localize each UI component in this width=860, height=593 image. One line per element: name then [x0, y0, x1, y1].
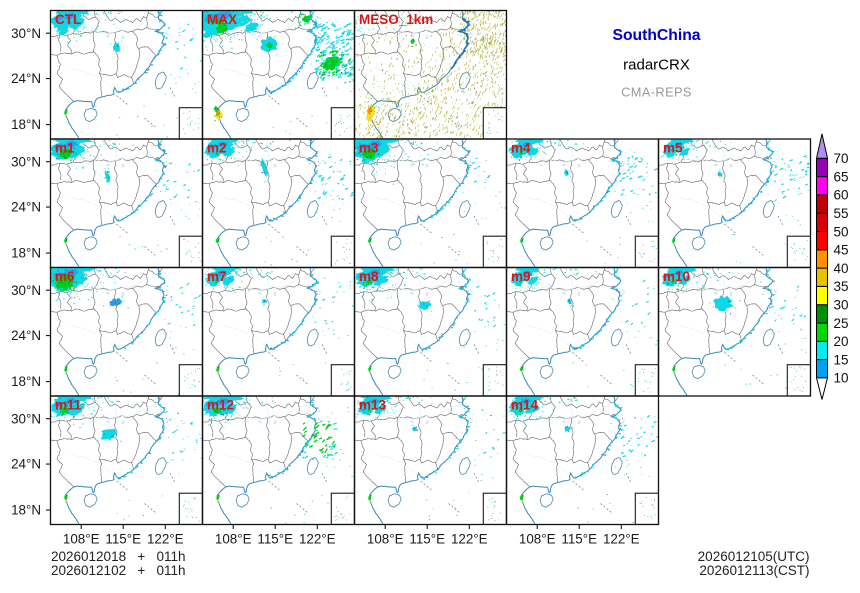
svg-text:115°E: 115°E [561, 532, 597, 547]
svg-text:20: 20 [834, 334, 849, 349]
svg-text:122°E: 122°E [451, 532, 488, 547]
svg-text:18°N: 18°N [11, 503, 41, 518]
svg-text:2026012102 + 011h: 2026012102 + 011h [51, 563, 186, 578]
svg-text:MESO_1km: MESO_1km [359, 12, 433, 27]
svg-text:115°E: 115°E [257, 532, 293, 547]
svg-text:SouthChina: SouthChina [612, 27, 700, 44]
svg-text:24°N: 24°N [11, 71, 41, 86]
svg-text:m6: m6 [55, 269, 75, 284]
svg-text:15: 15 [834, 352, 849, 367]
svg-text:m7: m7 [207, 269, 227, 284]
svg-text:108°E: 108°E [215, 532, 252, 547]
svg-text:122°E: 122°E [299, 532, 336, 547]
svg-text:45: 45 [834, 243, 849, 258]
svg-text:CMA-REPS: CMA-REPS [621, 85, 692, 100]
svg-text:m8: m8 [359, 269, 379, 284]
svg-text:24°N: 24°N [11, 200, 41, 215]
svg-text:108°E: 108°E [367, 532, 404, 547]
svg-text:m2: m2 [207, 141, 227, 156]
svg-text:m1: m1 [55, 141, 75, 156]
svg-text:60: 60 [834, 188, 849, 203]
svg-text:m13: m13 [359, 398, 387, 413]
svg-text:10: 10 [834, 371, 849, 386]
svg-text:2026012018 + 011h: 2026012018 + 011h [51, 549, 186, 564]
svg-text:35: 35 [834, 279, 849, 294]
svg-text:115°E: 115°E [409, 532, 445, 547]
svg-text:24°N: 24°N [11, 328, 41, 343]
svg-text:50: 50 [834, 224, 849, 239]
svg-text:18°N: 18°N [11, 117, 41, 132]
svg-text:65: 65 [834, 169, 849, 184]
svg-text:m3: m3 [359, 141, 379, 156]
svg-text:radarCRX: radarCRX [623, 57, 690, 74]
svg-text:108°E: 108°E [519, 532, 556, 547]
svg-text:18°N: 18°N [11, 374, 41, 389]
svg-text:m5: m5 [663, 141, 683, 156]
svg-text:18°N: 18°N [11, 246, 41, 261]
svg-text:122°E: 122°E [603, 532, 640, 547]
svg-text:115°E: 115°E [105, 532, 141, 547]
svg-text:30°N: 30°N [11, 411, 41, 426]
svg-text:30°N: 30°N [11, 154, 41, 169]
svg-text:2026012113(CST): 2026012113(CST) [699, 563, 809, 578]
svg-text:m4: m4 [511, 141, 531, 156]
svg-text:m10: m10 [663, 269, 690, 284]
svg-text:30: 30 [834, 298, 849, 313]
svg-text:70: 70 [834, 151, 849, 166]
svg-text:24°N: 24°N [11, 457, 41, 472]
svg-text:30°N: 30°N [11, 283, 41, 298]
svg-text:30°N: 30°N [11, 26, 41, 41]
svg-text:108°E: 108°E [63, 532, 100, 547]
svg-text:25: 25 [834, 316, 849, 331]
svg-text:m12: m12 [207, 398, 234, 413]
svg-text:40: 40 [834, 261, 849, 276]
svg-text:2026012105(UTC): 2026012105(UTC) [698, 549, 810, 564]
svg-text:m14: m14 [511, 398, 539, 413]
svg-text:m11: m11 [55, 398, 82, 413]
svg-text:MAX: MAX [207, 12, 237, 27]
svg-text:122°E: 122°E [147, 532, 184, 547]
svg-text:55: 55 [834, 206, 849, 221]
svg-text:CTL: CTL [55, 12, 81, 27]
svg-text:m9: m9 [511, 269, 531, 284]
